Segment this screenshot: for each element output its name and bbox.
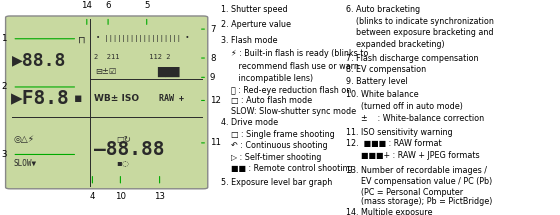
Text: ⊓: ⊓ [78, 35, 85, 45]
Text: □ : Auto flash mode: □ : Auto flash mode [221, 96, 312, 105]
Text: 2. Aperture value: 2. Aperture value [221, 20, 291, 29]
Text: between exposure bracketing and: between exposure bracketing and [346, 28, 493, 37]
Text: 4: 4 [90, 192, 95, 201]
Text: 10: 10 [115, 192, 126, 201]
Text: 9. Battery level: 9. Battery level [346, 77, 408, 86]
Text: 7: 7 [210, 25, 216, 34]
Text: 14. Multiple exposure: 14. Multiple exposure [346, 207, 432, 215]
Text: □ : Single frame shooting: □ : Single frame shooting [221, 130, 335, 139]
Text: (blinks to indicate synchronization: (blinks to indicate synchronization [346, 17, 494, 26]
Text: ▪: ▪ [73, 92, 82, 105]
Text: 1. Shutter speed: 1. Shutter speed [221, 5, 288, 14]
Text: ±    : White-balance correction: ± : White-balance correction [346, 114, 484, 123]
Text: ▪◌: ▪◌ [116, 159, 129, 168]
Text: 3: 3 [1, 150, 7, 159]
Text: 1: 1 [1, 34, 7, 43]
Text: expanded bracketing): expanded bracketing) [346, 40, 445, 49]
Text: (turned off in auto mode): (turned off in auto mode) [346, 102, 463, 111]
Text: ▷ : Self-timer shooting: ▷ : Self-timer shooting [221, 153, 321, 162]
Text: 13. Number of recordable images /: 13. Number of recordable images / [346, 166, 487, 175]
Text: WB± ISO: WB± ISO [94, 94, 139, 103]
Text: ███: ███ [157, 67, 179, 77]
FancyBboxPatch shape [6, 16, 208, 189]
Text: 7. Flash discharge compensation: 7. Flash discharge compensation [346, 54, 479, 63]
Text: (PC = Personal Computer: (PC = Personal Computer [346, 188, 463, 197]
Text: 12: 12 [210, 96, 221, 105]
Text: 11: 11 [210, 138, 221, 147]
Text: ▶F8.8: ▶F8.8 [11, 89, 70, 108]
Text: 2  211       112 2: 2 211 112 2 [94, 54, 171, 60]
Text: Ⓐ : Red-eye reduction flash on: Ⓐ : Red-eye reduction flash on [221, 86, 352, 95]
Text: recommend flash use or warn: recommend flash use or warn [221, 62, 359, 71]
Text: 9: 9 [210, 73, 216, 82]
Text: 6: 6 [105, 1, 111, 10]
Text: RAW +: RAW + [159, 94, 184, 103]
Text: ■■ : Remote control shooting: ■■ : Remote control shooting [221, 164, 353, 174]
Text: –88.88: –88.88 [94, 140, 165, 159]
Text: ↶ : Continuous shooting: ↶ : Continuous shooting [221, 141, 328, 150]
Text: incompatible lens): incompatible lens) [221, 74, 314, 83]
Text: 5. Exposure level bar graph: 5. Exposure level bar graph [221, 178, 333, 187]
Text: 3. Flash mode: 3. Flash mode [221, 36, 278, 45]
Text: ⊟±☑: ⊟±☑ [95, 67, 116, 76]
Text: 11. ISO sensitivity warning: 11. ISO sensitivity warning [346, 128, 452, 137]
Text: 8. EV compensation: 8. EV compensation [346, 65, 426, 74]
Text: 8: 8 [210, 54, 216, 63]
Text: 13: 13 [154, 192, 165, 201]
Text: SLOW: Slow-shutter sync mode: SLOW: Slow-shutter sync mode [221, 107, 356, 116]
Text: 12.  ■■■ : RAW format: 12. ■■■ : RAW format [346, 139, 442, 148]
Text: 5: 5 [144, 1, 150, 10]
Text: (mass storage); Pb = PictBridge): (mass storage); Pb = PictBridge) [346, 197, 492, 206]
Text: EV compensation value / PC (Pb): EV compensation value / PC (Pb) [346, 177, 492, 186]
Text: 2: 2 [1, 83, 7, 91]
Text: SLOW▼: SLOW▼ [14, 159, 37, 168]
Text: ▶88.8: ▶88.8 [12, 51, 67, 69]
Text: □↻: □↻ [116, 135, 131, 144]
Text: 4. Drive mode: 4. Drive mode [221, 118, 278, 127]
Text: ◎△⚡: ◎△⚡ [14, 135, 35, 144]
Text: • |||||||||||||||||| •: • |||||||||||||||||| • [96, 35, 189, 42]
Text: ■■■+ : RAW + JPEG formats: ■■■+ : RAW + JPEG formats [346, 151, 480, 160]
Text: 14: 14 [81, 1, 92, 10]
Text: 10. White balance: 10. White balance [346, 91, 419, 99]
Text: ⚡ : Built-in flash is ready (blinks to: ⚡ : Built-in flash is ready (blinks to [221, 49, 368, 58]
Text: 6. Auto bracketing: 6. Auto bracketing [346, 5, 420, 14]
